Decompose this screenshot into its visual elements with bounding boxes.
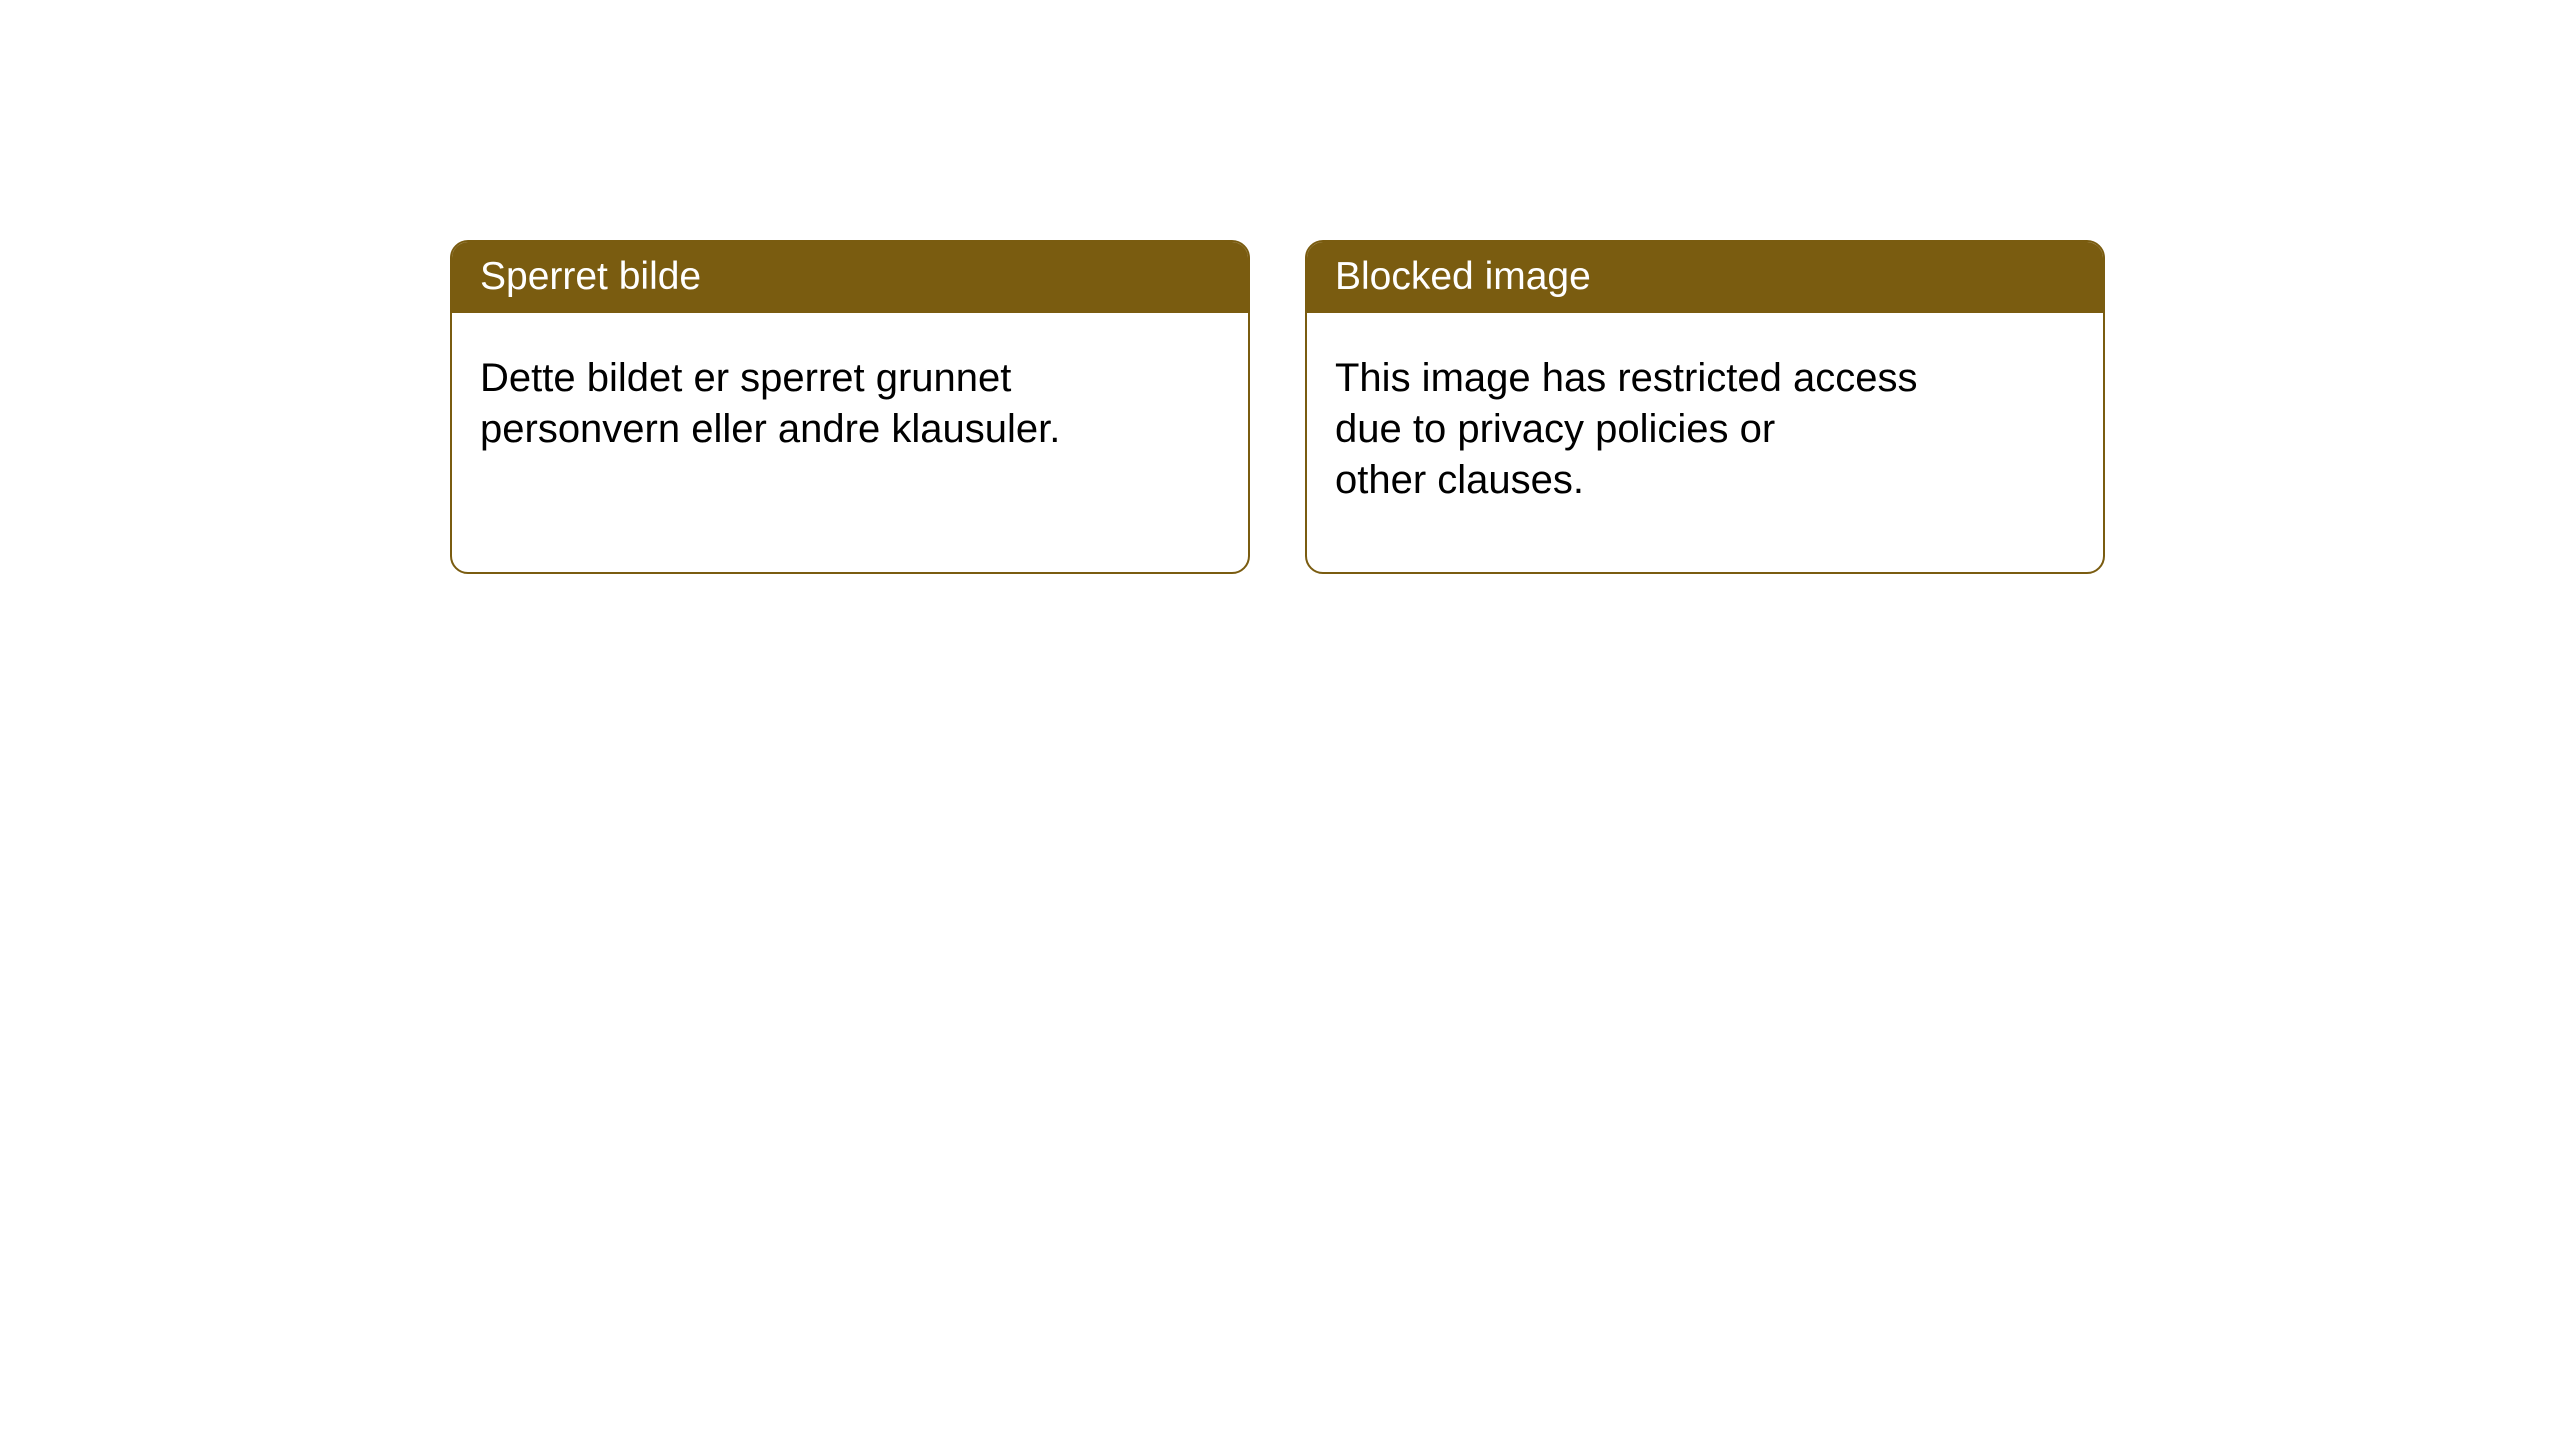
notice-body-no: Dette bildet er sperret grunnet personve…	[452, 313, 1248, 495]
notice-box-en: Blocked image This image has restricted …	[1305, 240, 2105, 574]
notice-body-en: This image has restricted access due to …	[1307, 313, 2103, 547]
notice-header-en: Blocked image	[1307, 242, 2103, 313]
notice-container: Sperret bilde Dette bildet er sperret gr…	[0, 0, 2560, 574]
notice-box-no: Sperret bilde Dette bildet er sperret gr…	[450, 240, 1250, 574]
notice-header-no: Sperret bilde	[452, 242, 1248, 313]
